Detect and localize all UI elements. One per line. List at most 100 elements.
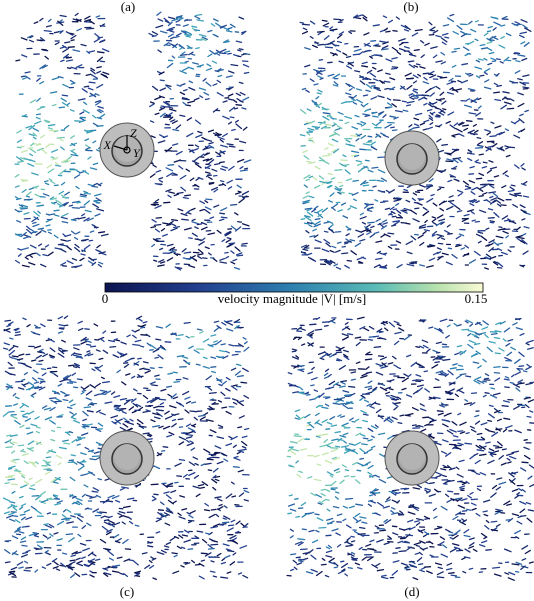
streak xyxy=(205,198,213,201)
streak xyxy=(5,446,13,449)
streak xyxy=(484,392,490,395)
streak xyxy=(227,70,235,74)
streak xyxy=(424,423,429,427)
streak xyxy=(380,177,388,182)
streak xyxy=(33,381,40,384)
streak xyxy=(9,337,14,340)
streak xyxy=(243,167,249,170)
streak xyxy=(219,48,227,53)
streak xyxy=(431,111,436,115)
streak xyxy=(418,96,426,101)
streak xyxy=(139,345,145,348)
streak xyxy=(181,508,188,511)
streak xyxy=(45,456,52,459)
streak xyxy=(470,502,477,506)
streak xyxy=(181,98,190,101)
streak xyxy=(400,487,408,490)
streak xyxy=(154,228,160,233)
streak xyxy=(243,489,250,494)
streak xyxy=(295,460,300,464)
streak xyxy=(105,390,112,395)
streak xyxy=(310,377,318,381)
streak xyxy=(221,406,228,409)
streak xyxy=(413,88,418,91)
streak xyxy=(73,347,80,351)
streak xyxy=(520,183,527,186)
streak xyxy=(316,92,322,95)
streak xyxy=(89,230,95,233)
streak xyxy=(85,146,91,151)
streak xyxy=(219,212,226,215)
streak xyxy=(503,327,511,333)
streak xyxy=(384,27,388,32)
streak xyxy=(378,331,384,334)
streak xyxy=(182,390,190,396)
streak xyxy=(98,251,106,255)
streak xyxy=(328,224,334,229)
streak xyxy=(493,21,501,26)
streak xyxy=(455,466,460,470)
streak xyxy=(440,221,445,225)
streak xyxy=(356,316,365,320)
streak xyxy=(168,16,176,20)
streak xyxy=(207,469,213,472)
streak xyxy=(149,367,155,369)
streak xyxy=(493,336,501,340)
streak xyxy=(84,507,89,510)
streak xyxy=(483,536,488,540)
streak xyxy=(153,405,160,409)
streak xyxy=(135,315,143,320)
streak xyxy=(400,209,408,214)
streak xyxy=(428,21,433,26)
streak xyxy=(213,34,219,38)
streak xyxy=(34,385,40,390)
streak xyxy=(325,555,333,558)
streak xyxy=(54,41,60,46)
streak xyxy=(504,357,512,361)
streak xyxy=(350,449,356,452)
streak xyxy=(330,480,337,486)
streak xyxy=(57,462,62,466)
streak xyxy=(395,202,400,206)
streak xyxy=(371,111,377,115)
streak xyxy=(193,156,200,163)
streak xyxy=(149,344,157,350)
streak xyxy=(498,347,505,352)
colorbar-max: 0.15 xyxy=(465,291,488,306)
streak xyxy=(225,350,230,354)
streak xyxy=(39,39,44,42)
streak xyxy=(41,64,48,69)
streak xyxy=(97,105,104,109)
streak xyxy=(503,500,511,506)
streak xyxy=(243,346,250,352)
streak xyxy=(357,533,366,535)
streak xyxy=(155,325,164,329)
streak xyxy=(296,562,303,566)
streak xyxy=(197,253,204,256)
streak xyxy=(103,521,111,526)
streak xyxy=(481,165,488,169)
streak xyxy=(492,200,497,204)
streak xyxy=(226,237,232,240)
streak xyxy=(474,321,481,326)
streak xyxy=(294,541,303,545)
streak xyxy=(377,156,386,159)
streak xyxy=(21,54,28,58)
streak xyxy=(344,321,349,325)
streak xyxy=(54,502,62,506)
streak xyxy=(202,365,210,369)
streak xyxy=(80,386,85,390)
streak xyxy=(468,179,476,184)
streak xyxy=(133,360,140,366)
streak xyxy=(467,332,472,337)
streak xyxy=(484,68,491,73)
streak xyxy=(415,379,424,382)
streak xyxy=(75,557,81,561)
streak xyxy=(216,498,223,502)
streak xyxy=(216,552,222,557)
streak xyxy=(239,169,249,172)
streak xyxy=(380,574,387,577)
streak xyxy=(71,200,80,204)
streak xyxy=(39,491,47,497)
streak xyxy=(301,87,307,91)
